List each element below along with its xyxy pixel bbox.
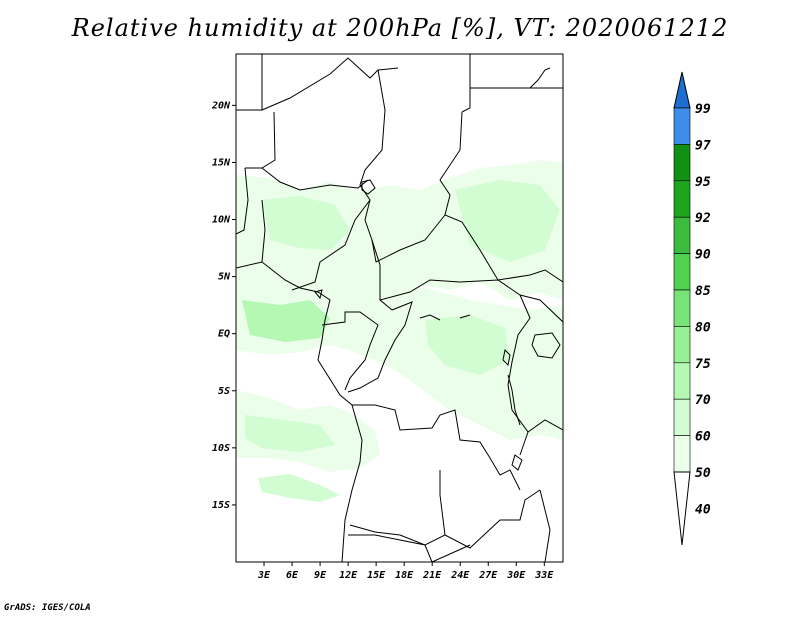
border-car-south (379, 279, 521, 301)
coastline-gulf-guinea (236, 261, 353, 406)
coast-horn (529, 67, 551, 89)
border-drc-angola (352, 404, 521, 491)
humidity-band-southwest (258, 474, 340, 502)
colorbar-swatch (673, 180, 691, 218)
lat-label: 5N (218, 272, 231, 283)
river-congo-north (419, 314, 441, 321)
humidity-core-ne (455, 180, 560, 262)
border-drc-east (507, 294, 531, 456)
lake-kivu (502, 348, 511, 367)
colorbar-swatch (673, 253, 691, 291)
lon-label: 9E (314, 570, 327, 581)
colorbar-swatch (673, 289, 691, 327)
lat-label: 10S (212, 443, 230, 454)
lat-label: 15S (212, 500, 230, 511)
colorbar-swatch (673, 144, 691, 182)
grads-credit: GrADS: IGES/COLA (4, 603, 91, 613)
map-title: Relative humidity at 200hPa [%], VT: 202… (71, 14, 729, 42)
border-namibia-north (348, 534, 433, 562)
border-niger-nigeria (261, 167, 369, 191)
border-angola-zambia (349, 470, 446, 546)
colorbar-label: 80 (695, 320, 711, 335)
border-sudan-ethiopia (497, 269, 563, 283)
lake-victoria (531, 332, 561, 359)
border-chad-sudan (359, 69, 386, 263)
lon-label: 6E (286, 570, 299, 581)
lon-label: 24E (450, 570, 470, 581)
border-uganda-kenya (519, 294, 563, 323)
colorbar-label: 85 (695, 284, 711, 299)
map-frame (235, 53, 564, 563)
colorbar-swatch (673, 216, 691, 254)
lon-label: 30E (506, 570, 526, 581)
latitude-axis: 20N 15N 10N 5N EQ 5S 10S 15S (211, 100, 236, 511)
colorbar-label: 92 (695, 211, 711, 226)
colorbar-label: 90 (695, 248, 711, 263)
colorbar-label: 50 (695, 466, 711, 481)
lon-label: 15E (367, 570, 386, 581)
lat-label: 10N (212, 215, 231, 226)
colorbar-label: 75 (695, 357, 711, 372)
border-tanzania-north (527, 419, 563, 433)
border-lake-tanganyika (507, 374, 521, 426)
colorbar-swatch (673, 435, 691, 473)
lat-label: 20N (211, 100, 231, 111)
lake-chad (361, 179, 376, 195)
border-nigeria-west (236, 167, 249, 235)
lat-label: 5S (218, 386, 230, 397)
colorbar-swatch (673, 398, 691, 436)
border-egypt-libya (461, 54, 471, 113)
humidity-core-nw (262, 196, 350, 250)
border-congo-drc (347, 301, 413, 393)
humidity-core-south (245, 415, 335, 452)
colorbar: 99 97 95 92 90 85 80 75 70 60 50 40 (673, 71, 711, 546)
lon-label: 21E (422, 570, 442, 581)
border-gabon-congo (321, 311, 379, 391)
border-botswana (431, 544, 471, 562)
colorbar-label: 95 (695, 175, 711, 190)
border-libya-niger (236, 54, 263, 111)
humidity-band-central (236, 255, 563, 440)
lon-label: 33E (534, 570, 554, 581)
lon-label: 18E (395, 570, 414, 581)
colorbar-label: 40 (695, 502, 711, 517)
border-car-sudan (375, 214, 446, 263)
lon-label: 27E (478, 570, 498, 581)
lon-label: 12E (339, 570, 358, 581)
border-zambia-east (444, 489, 541, 549)
humidity-core-mid (242, 300, 330, 342)
border-sudan-east (439, 111, 499, 281)
river-ubangi (459, 314, 471, 319)
colorbar-label: 99 (695, 102, 711, 117)
humidity-core-central (425, 315, 510, 375)
longitude-axis: 3E 6E 9E 12E 15E 18E 21E 24E 27E 30E 33E (257, 562, 554, 581)
island-bioko (314, 289, 323, 300)
lat-label: EQ (218, 329, 230, 340)
colorbar-under-arrow (673, 471, 691, 546)
border-mozambique (539, 489, 551, 562)
lake-malawi (511, 454, 523, 471)
colorbar-over-arrow (673, 71, 691, 109)
border-chad-niger (245, 111, 276, 169)
country-borders (236, 54, 563, 562)
colorbar-swatch (673, 326, 691, 364)
colorbar-label: 97 (695, 138, 711, 153)
border-nigeria-cameroon (291, 199, 371, 291)
colorbar-label: 70 (695, 393, 711, 408)
colorbar-swatch (673, 362, 691, 400)
coastline-angola (341, 404, 363, 562)
lat-label: 15N (212, 157, 231, 168)
border-libya-chad (261, 57, 399, 111)
colorbar-label: 60 (695, 430, 711, 445)
humidity-field (236, 160, 563, 502)
lon-label: 3E (257, 570, 271, 581)
colorbar-swatch (673, 107, 691, 145)
border-cameroon-chad (371, 239, 393, 311)
border-nigeria-benin (261, 199, 266, 263)
